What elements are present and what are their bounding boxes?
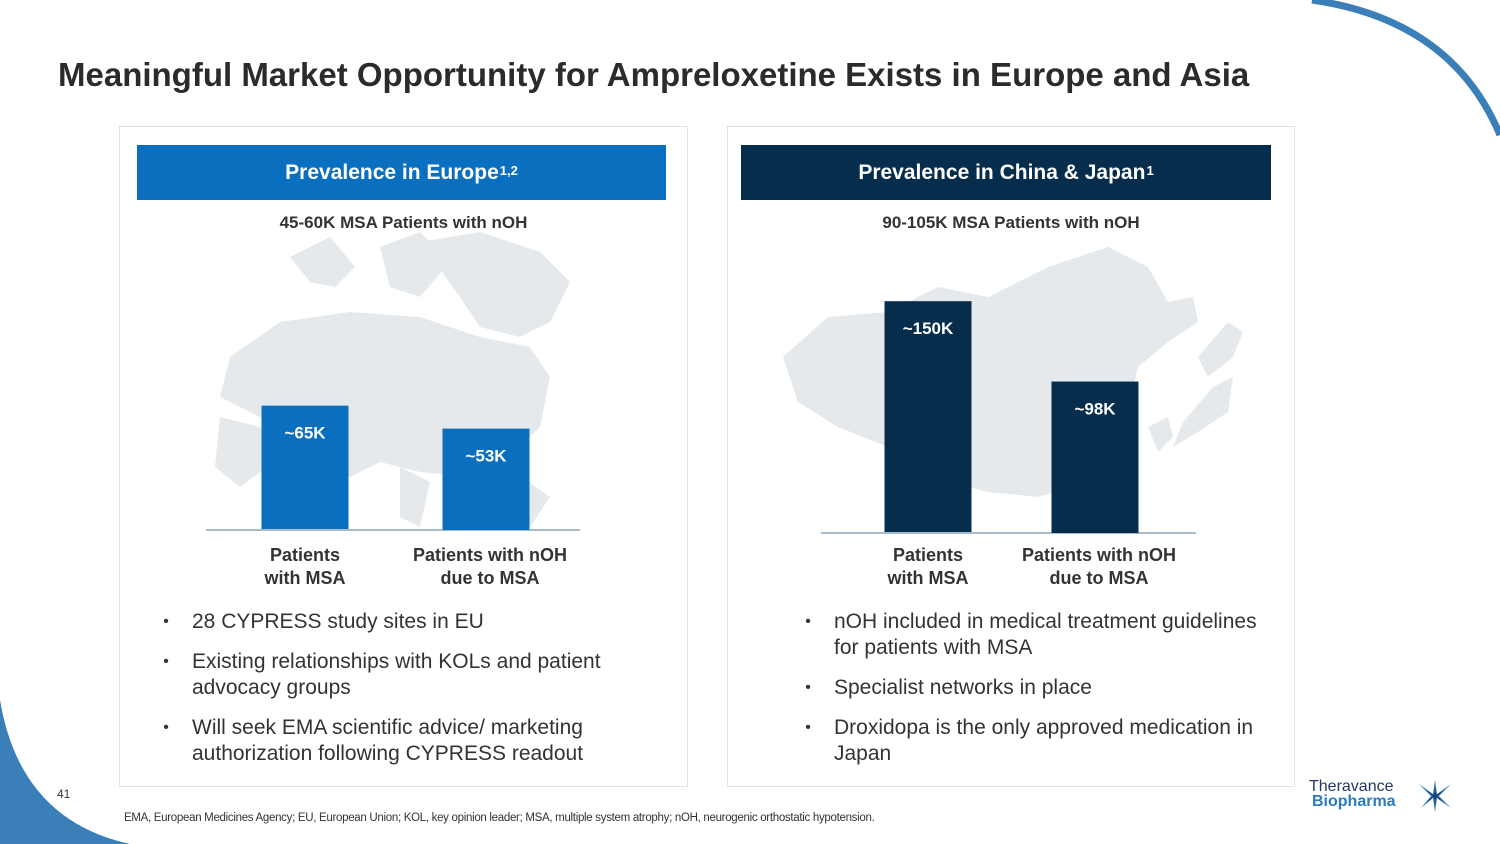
europe-panel: Prevalence in Europe 1,2 45-60K MSA Patie…	[119, 126, 688, 787]
europe-bar-1	[261, 405, 349, 530]
asia-map-icon	[783, 247, 1243, 497]
asia-bullet-list: • nOH included in medical treatment guide…	[798, 609, 1278, 781]
europe-bar-2-data-label: ~53K	[465, 447, 507, 466]
bullet-icon: •	[163, 613, 169, 630]
europe-bar-1-data-label: ~65K	[284, 424, 326, 443]
logo-text-line1: Theravance	[1309, 778, 1394, 795]
bullet-icon: •	[805, 679, 811, 696]
asia-bar-chart: ~150K Patients with MSA ~98K Patients with n…	[783, 247, 1243, 588]
bullet-icon: •	[163, 719, 169, 736]
asia-category-label-1-line-2: with MSA	[887, 568, 969, 588]
bullet-icon: •	[805, 613, 811, 630]
list-item-text: Specialist networks in place	[834, 676, 1092, 699]
list-item-text: Will seek EMA scientific advice/ marketi…	[192, 716, 584, 765]
list-item-text: Droxidopa is the only approved medicatio…	[834, 716, 1254, 765]
asia-panel: Prevalence in China & Japan 1 90-105K MSA…	[727, 126, 1295, 787]
asia-bar-1	[884, 301, 972, 533]
europe-subtitle: 45-60K MSA Patients with nOH	[279, 213, 528, 232]
list-item: • nOH included in medical treatment guide…	[798, 609, 1278, 661]
star-logo-icon	[1419, 780, 1451, 812]
europe-bar-2	[442, 428, 530, 530]
asia-header: Prevalence in China & Japan 1	[741, 145, 1271, 200]
list-item: • 28 CYPRESS study sites in EU	[156, 609, 676, 635]
europe-header: Prevalence in Europe 1,2	[137, 145, 666, 200]
bullet-icon: •	[163, 653, 169, 670]
asia-category-label-2-line-2: due to MSA	[1050, 568, 1149, 588]
slide-title: Meaningful Market Opportunity for Amprel…	[58, 56, 1250, 93]
bottom-left-arc	[0, 700, 130, 844]
asia-bar-2	[1051, 381, 1139, 533]
asia-bar-1-data-label: ~150K	[903, 319, 954, 338]
list-item: • Will seek EMA scientific advice/ market…	[156, 715, 676, 767]
asia-header-footnote-ref: 1	[1146, 163, 1154, 178]
list-item-text: nOH included in medical treatment guidel…	[834, 610, 1257, 659]
list-item: • Specialist networks in place	[798, 675, 1278, 701]
logo-text-line2: Biopharma	[1312, 793, 1396, 810]
footnote: EMA, European Medicines Agency; EU, Euro…	[124, 812, 875, 824]
top-right-arc	[1310, 0, 1500, 140]
asia-subtitle: 90-105K MSA Patients with nOH	[882, 213, 1140, 232]
page-number: 41	[57, 787, 71, 801]
europe-category-label-2-line-1: Patients with nOH	[413, 545, 567, 565]
europe-bullet-list: • 28 CYPRESS study sites in EU • Existing …	[156, 609, 676, 781]
europe-category-label-1-line-1: Patients	[270, 545, 340, 565]
list-item: • Droxidopa is the only approved medicati…	[798, 715, 1278, 767]
asia-category-label-1-line-1: Patients	[893, 545, 963, 565]
list-item-text: Existing relationships with KOLs and pat…	[192, 650, 601, 699]
europe-category-label-2-line-2: due to MSA	[441, 568, 540, 588]
asia-bar-2-data-label: ~98K	[1074, 400, 1116, 419]
europe-header-footnote-ref: 1,2	[499, 163, 518, 178]
top-right-arc-stroke	[1311, 0, 1500, 137]
company-logo: Theravance Biopharma	[1309, 778, 1459, 814]
europe-header-text: Prevalence in Europe	[285, 160, 499, 184]
asia-category-label-2-line-1: Patients with nOH	[1022, 545, 1176, 565]
list-item-text: 28 CYPRESS study sites in EU	[192, 610, 484, 633]
asia-header-text: Prevalence in China & Japan	[858, 160, 1146, 184]
europe-bar-chart: ~65K Patients with MSA ~53K Patients with nO…	[206, 232, 580, 588]
bullet-icon: •	[805, 719, 811, 736]
europe-category-label-1-line-2: with MSA	[264, 568, 346, 588]
list-item: • Existing relationships with KOLs and pa…	[156, 649, 676, 701]
